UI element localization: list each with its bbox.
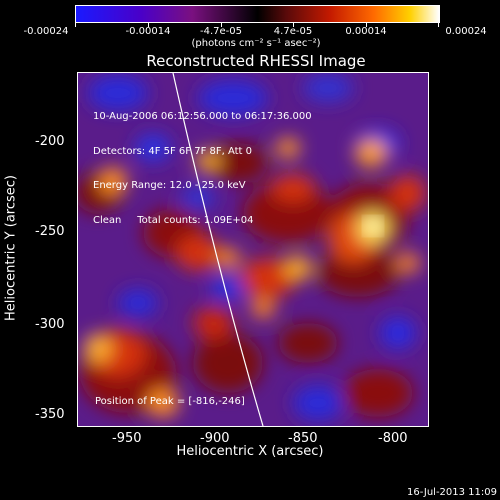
colorbar-tick-label: -0.00014 <box>125 26 171 37</box>
timestamp: 16-Jul-2013 11:09 <box>406 487 497 498</box>
colorbar-tick <box>221 22 222 27</box>
colorbar-tick-label: -4.7e-05 <box>200 26 242 37</box>
x-axis-label: Heliocentric X (arcsec) <box>176 444 324 459</box>
colorbar-tick <box>293 22 294 27</box>
total-counts: Clean Total counts: 1.09E+04 <box>93 214 254 226</box>
colorbar-tick-label: 0.00014 <box>345 26 387 37</box>
image-plot <box>77 72 429 427</box>
x-tick-label: -800 <box>378 431 408 446</box>
energy-range: Energy Range: 12.0 - 25.0 keV <box>93 180 246 191</box>
colorbar-tick-label: 4.7e-05 <box>273 26 313 37</box>
colorbar-tick <box>75 22 76 27</box>
colorbar <box>75 5 440 23</box>
time-range: 10-Aug-2006 06:12:56.000 to 06:17:36.000 <box>93 111 312 122</box>
colorbar-units: (photons cm⁻² s⁻¹ asec⁻²) <box>191 38 321 49</box>
y-tick-label: -350 <box>35 407 65 422</box>
colorbar-tick <box>148 22 149 27</box>
x-tick-label: -950 <box>112 431 142 446</box>
plot-title: Reconstructed RHESSI Image <box>146 52 366 70</box>
x-tick-label: -900 <box>200 431 230 446</box>
y-axis-label: Heliocentric Y (arcsec) <box>3 175 19 321</box>
colorbar-tick-label: 0.00024 <box>445 26 487 37</box>
reconstructed-image <box>78 73 428 426</box>
colorbar-tick <box>438 22 439 27</box>
observation-info: 10-Aug-2006 06:12:56.000 to 06:17:36.000… <box>93 88 312 238</box>
y-tick-label: -200 <box>35 134 65 149</box>
colorbar-tick <box>366 22 367 27</box>
y-tick-label: -300 <box>35 317 65 332</box>
peak-position: Position of Peak = [-816,-246] <box>95 396 245 407</box>
detectors: Detectors: 4F 5F 6F 7F 8F, Att 0 <box>93 145 253 157</box>
colorbar-tick-label: -0.00024 <box>23 26 69 37</box>
solar-limb-line <box>172 73 264 426</box>
y-tick-label: -250 <box>35 224 65 239</box>
x-tick-label: -850 <box>288 431 318 446</box>
